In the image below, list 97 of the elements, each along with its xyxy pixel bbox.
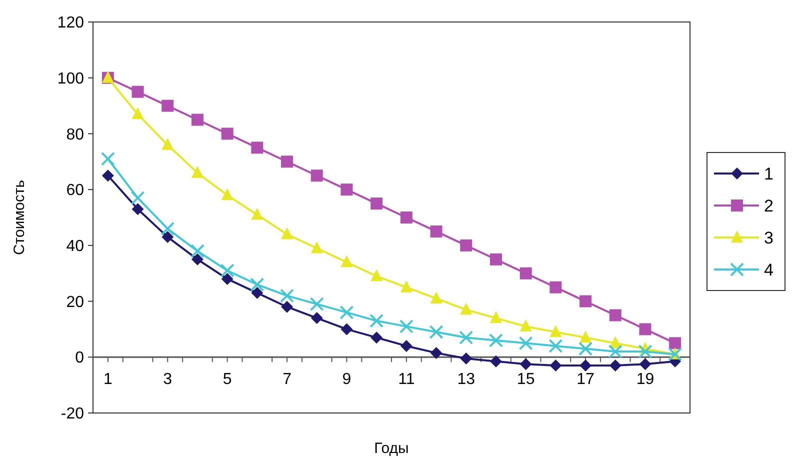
point	[221, 272, 234, 285]
point	[430, 346, 442, 359]
point	[550, 281, 562, 294]
point	[520, 358, 532, 370]
point	[550, 360, 562, 372]
y-tick-label: 40	[66, 238, 84, 256]
x-tick-label: 5	[222, 371, 232, 388]
point	[520, 267, 532, 280]
y-tick-label: 80	[66, 126, 84, 144]
legend-label: 3	[764, 228, 774, 248]
point	[191, 253, 204, 266]
point	[251, 208, 264, 220]
x-tick-label: 17	[576, 371, 595, 388]
point	[520, 319, 532, 332]
point	[220, 264, 234, 278]
legend-label: 2	[764, 196, 774, 216]
point	[580, 360, 592, 372]
point	[638, 344, 652, 359]
point	[281, 300, 294, 313]
point	[310, 241, 323, 254]
point	[548, 338, 563, 353]
y-tick-label: 120	[57, 14, 84, 32]
point	[370, 198, 383, 210]
point	[310, 170, 323, 182]
point	[340, 184, 353, 196]
x-tick-label: 9	[342, 371, 352, 388]
point	[281, 227, 294, 240]
point	[191, 166, 204, 178]
point	[160, 222, 175, 236]
point	[190, 244, 204, 258]
point	[490, 253, 502, 266]
point	[429, 325, 444, 340]
point	[100, 152, 115, 166]
y-tick-label: 60	[66, 182, 84, 200]
point	[430, 225, 442, 238]
point	[132, 107, 144, 120]
point	[162, 100, 174, 112]
point	[132, 86, 144, 98]
point	[460, 239, 472, 252]
point	[669, 337, 682, 350]
x-tick-label: 1	[103, 371, 112, 388]
point	[340, 305, 354, 320]
point	[250, 278, 264, 292]
point	[221, 128, 234, 140]
y-tick-label: -20	[60, 406, 84, 423]
point	[490, 355, 502, 368]
point	[340, 255, 353, 268]
point	[460, 352, 472, 365]
point	[370, 314, 384, 328]
point	[400, 280, 412, 292]
point	[280, 288, 294, 303]
x-tick-label: 15	[516, 371, 535, 388]
point	[132, 203, 144, 216]
point	[400, 340, 412, 352]
point	[310, 312, 323, 324]
point	[580, 330, 592, 343]
x-tick-label: 3	[163, 371, 172, 388]
point	[102, 170, 114, 182]
point	[609, 309, 622, 322]
point	[400, 212, 412, 224]
point	[370, 332, 383, 344]
point	[609, 360, 622, 372]
y-tick-label: 0	[75, 350, 84, 367]
point	[639, 323, 652, 336]
point	[550, 325, 562, 338]
x-tick-label: 19	[636, 371, 654, 388]
y-axis-title: Стоимость	[11, 180, 28, 256]
point	[518, 336, 533, 350]
point	[639, 358, 652, 370]
point	[580, 295, 592, 308]
y-tick-label: 100	[57, 70, 84, 88]
y-tick-label: 20	[66, 294, 84, 311]
x-tick-label: 7	[282, 371, 292, 388]
point	[281, 156, 294, 168]
point	[490, 311, 502, 324]
point	[370, 269, 383, 282]
point	[488, 333, 503, 348]
x-tick-label: 13	[457, 371, 476, 388]
legend-label: 4	[764, 260, 774, 280]
point	[221, 188, 234, 200]
legend-label: 1	[764, 164, 774, 184]
point	[162, 138, 174, 150]
point	[130, 190, 145, 205]
point	[578, 342, 593, 356]
point	[191, 114, 204, 126]
point	[162, 231, 174, 244]
point	[310, 297, 324, 312]
point	[459, 330, 474, 345]
point	[399, 319, 414, 334]
point	[430, 291, 442, 304]
point	[460, 302, 472, 315]
point	[340, 323, 353, 336]
x-tick-label: 11	[398, 371, 415, 388]
point	[251, 286, 264, 299]
x-axis-title: Годы	[374, 440, 409, 457]
point	[251, 142, 264, 154]
point	[608, 344, 622, 359]
